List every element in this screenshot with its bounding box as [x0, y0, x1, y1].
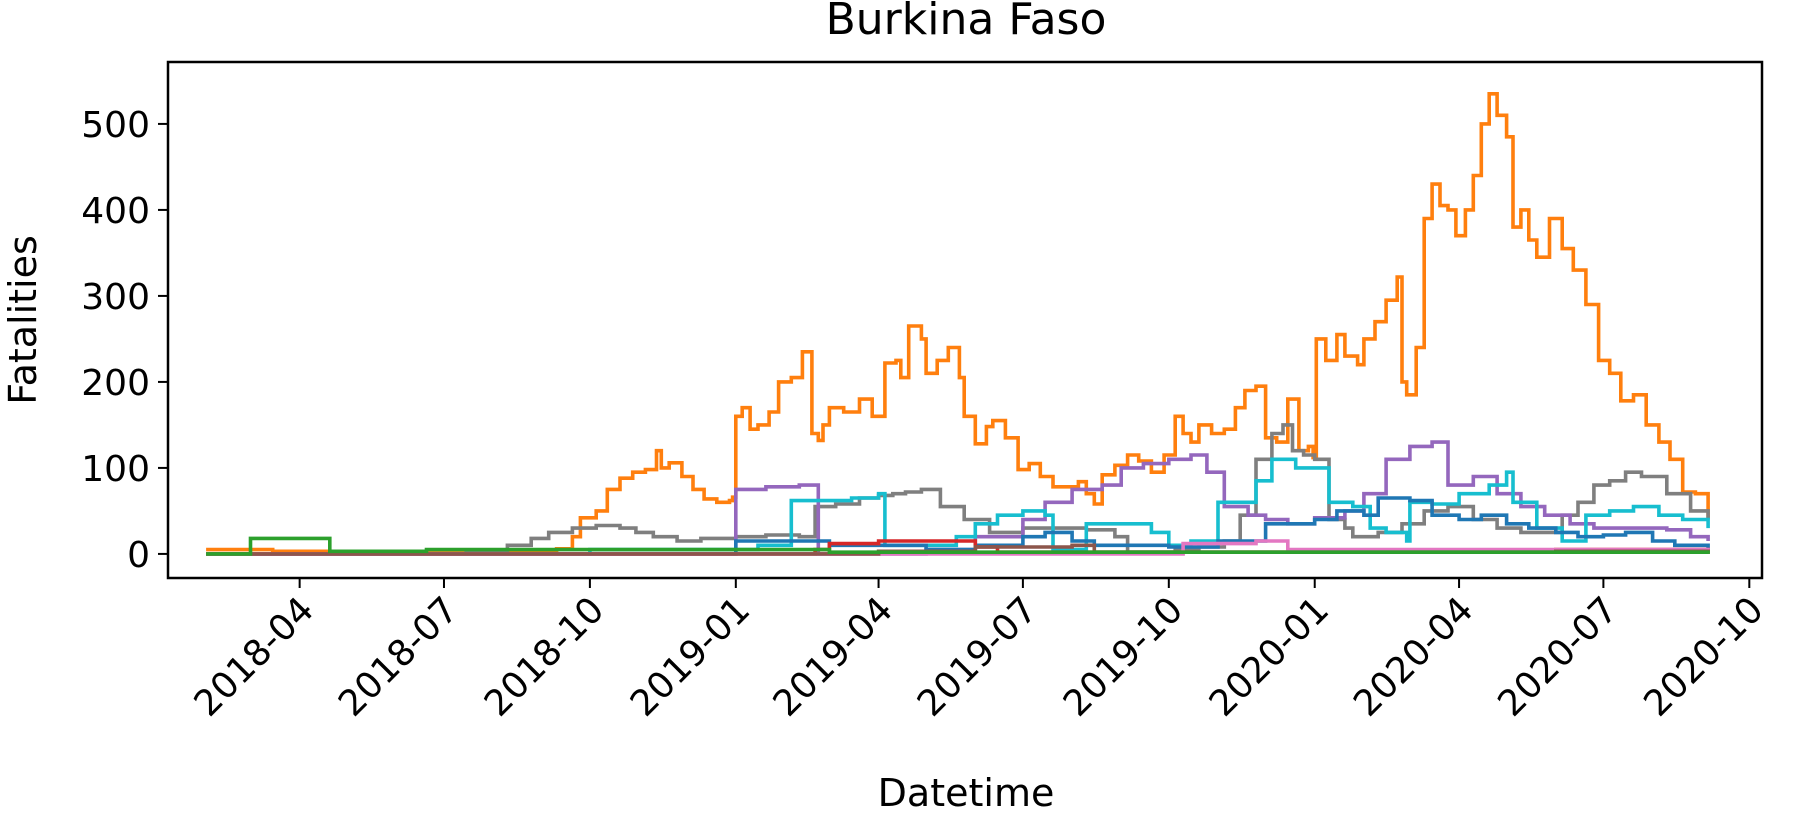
y-tick-label: 300	[81, 277, 150, 318]
x-tick-label: 2019-07	[910, 589, 1045, 724]
x-tick-label: 2020-07	[1490, 589, 1625, 724]
x-axis: 2018-04 2018-07 2018-10 2019-01 2019-04 2019-…	[187, 578, 1772, 725]
chart-title: Burkina Faso	[826, 0, 1107, 45]
y-tick-label: 500	[81, 105, 150, 146]
x-axis-label: Datetime	[878, 771, 1055, 814]
y-tick-label: 200	[81, 363, 150, 404]
y-tick-label: 0	[127, 535, 150, 576]
x-tick-label: 2019-01	[623, 589, 758, 724]
x-tick-label: 2020-01	[1202, 589, 1337, 724]
x-tick-label: 2018-07	[331, 589, 466, 724]
y-tick-label: 400	[81, 191, 150, 232]
x-tick-label: 2019-10	[1056, 589, 1191, 724]
y-tick-label: 100	[81, 449, 150, 490]
series-line-9	[206, 536, 1710, 556]
plot-area	[206, 92, 1710, 556]
series-line-2	[206, 423, 1710, 556]
x-tick-label: 2020-04	[1346, 589, 1481, 724]
y-axis-label: Fatalities	[1, 235, 45, 405]
x-tick-label: 2020-10	[1636, 589, 1771, 724]
x-tick-label: 2018-10	[477, 589, 612, 724]
y-axis: 0 100 200 300 400 500	[81, 105, 168, 576]
series-line-1	[206, 92, 1710, 555]
x-tick-label: 2019-04	[766, 589, 901, 724]
plot-frame	[166, 60, 1764, 580]
x-tick-label: 2018-04	[187, 589, 322, 724]
